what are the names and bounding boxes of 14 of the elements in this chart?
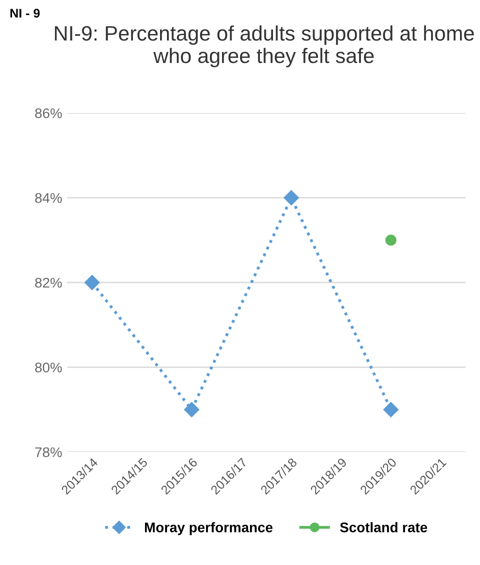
y-tick-label: 82% [35,278,62,288]
text: NI - 9 [10,8,40,18]
y-tick-label: 86% [35,108,62,118]
y-tick-label: 84% [35,193,62,203]
point [184,402,200,418]
chart-title: NI-9: Percentage of adults supported at home who agree they felt safe [54,25,474,68]
point [385,234,396,246]
point [284,190,299,206]
point [84,274,100,290]
y-tick-label: 78% [35,447,62,458]
legend-label: Moray performance [145,522,272,536]
point [383,402,398,418]
legend-label: Scotland rate [340,522,428,532]
y-tick-label: 80% [35,362,62,372]
